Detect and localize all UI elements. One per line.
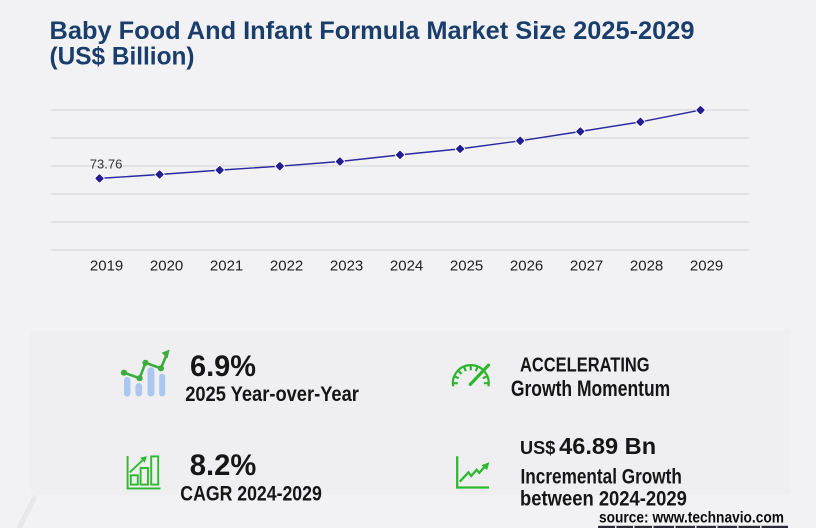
svg-text:2026: 2026: [510, 258, 543, 275]
svg-text:between 2024-2029: between 2024-2029: [520, 486, 687, 510]
svg-text:2024: 2024: [390, 258, 423, 275]
svg-text:6.9%: 6.9%: [190, 350, 256, 383]
svg-text:2021: 2021: [210, 258, 243, 275]
svg-text:2022: 2022: [270, 258, 303, 275]
svg-text:CAGR 2024-2029: CAGR 2024-2029: [180, 482, 321, 505]
svg-text:Growth Momentum: Growth Momentum: [511, 376, 670, 401]
svg-text:46.89 Bn: 46.89 Bn: [559, 433, 656, 459]
svg-text:8.2%: 8.2%: [190, 449, 256, 482]
svg-text:2019: 2019: [90, 258, 123, 275]
svg-text:2023: 2023: [330, 258, 363, 275]
svg-text:(US$ Billion): (US$ Billion): [50, 43, 195, 71]
svg-text:2025 Year-over-Year: 2025 Year-over-Year: [185, 382, 359, 406]
svg-text:Incremental Growth: Incremental Growth: [521, 464, 682, 488]
svg-text:ACCELERATING: ACCELERATING: [520, 355, 650, 377]
svg-text:73.76: 73.76: [90, 157, 123, 172]
svg-text:2025: 2025: [450, 258, 483, 275]
svg-text:2029: 2029: [690, 258, 723, 275]
svg-text:2028: 2028: [630, 258, 663, 275]
svg-text:source: www.technavio.com: source: www.technavio.com: [599, 510, 784, 527]
svg-text:2027: 2027: [570, 258, 603, 275]
svg-text:Baby Food And Infant Formula M: Baby Food And Infant Formula Market Size…: [50, 17, 695, 45]
svg-text:US$: US$: [520, 438, 555, 458]
svg-text:2020: 2020: [150, 258, 183, 275]
